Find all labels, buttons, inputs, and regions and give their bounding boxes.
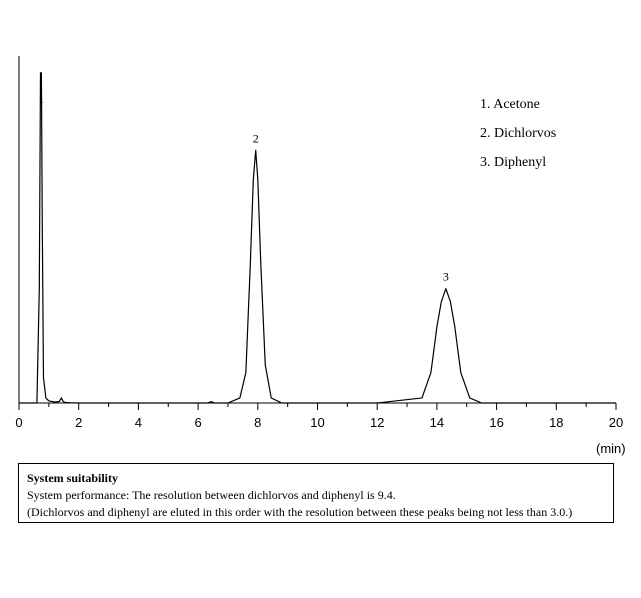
x-axis-unit-label: (min): [596, 441, 626, 456]
x-tick-label: 12: [370, 415, 384, 430]
peak-labels: 1 2 3: [38, 92, 448, 284]
series-group: [19, 72, 616, 404]
x-tick-label: 4: [135, 415, 142, 430]
x-tick-label: 20: [609, 415, 623, 430]
x-tick-label: 14: [430, 415, 444, 430]
x-tick-label: 10: [310, 415, 324, 430]
x-tick-label: 2: [75, 415, 82, 430]
peak-label: 3: [443, 270, 449, 284]
x-tick-label: 8: [254, 415, 261, 430]
system-suitability-title: System suitability: [27, 471, 119, 485]
legend: 1. Acetone 2. Dichlorvos 3. Diphenyl: [480, 97, 556, 170]
x-tick-label: 18: [549, 415, 563, 430]
system-suitability-box: System suitability System performance: T…: [18, 463, 614, 523]
legend-entry: 3. Diphenyl: [480, 155, 546, 170]
legend-entry: 1. Acetone: [480, 97, 540, 112]
peak-label: 1: [38, 92, 44, 106]
x-tick-label: 6: [194, 415, 201, 430]
x-tick-label: 0: [15, 415, 22, 430]
x-axis-ticks: 0 2 4 6 8 10 12 14 16 18 20: [15, 403, 623, 430]
elution-order-note: (Dichlorvos and diphenyl are eluted in t…: [27, 505, 573, 519]
chromatogram-trace: [19, 72, 616, 404]
x-tick-label: 16: [489, 415, 503, 430]
system-performance-text: System performance: The resolution betwe…: [27, 488, 396, 502]
legend-entry: 2. Dichlorvos: [480, 126, 556, 141]
peak-label: 2: [253, 131, 259, 145]
